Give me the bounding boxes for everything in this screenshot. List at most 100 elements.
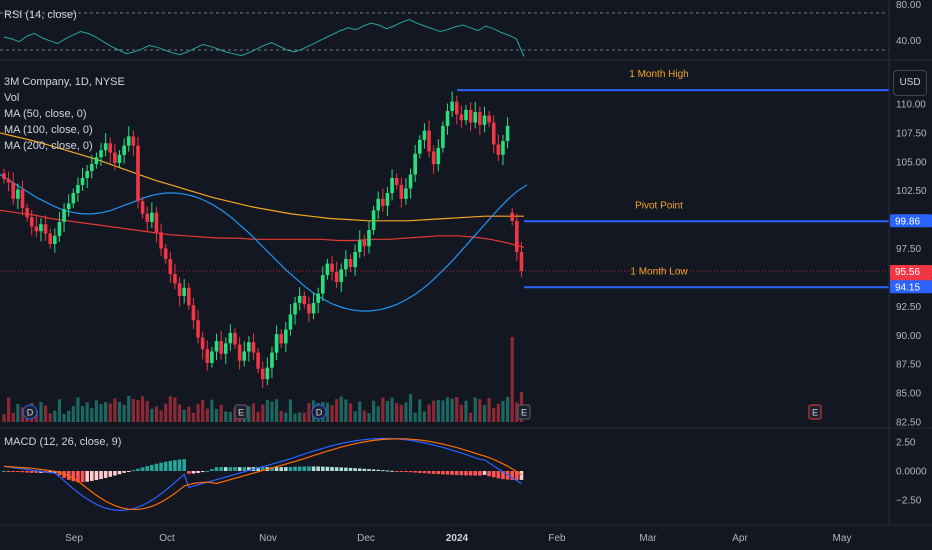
macd-histogram-bar <box>348 467 353 471</box>
volume-bar <box>505 396 510 422</box>
volume-bar <box>492 407 496 422</box>
candle-body <box>43 224 48 234</box>
candle-body <box>459 114 464 121</box>
volume-bar <box>76 397 80 422</box>
volume-bar <box>247 405 251 422</box>
volume-bar <box>390 397 394 422</box>
candle-body <box>214 341 219 352</box>
macd-histogram-bar <box>150 464 154 471</box>
candle-body <box>408 174 413 189</box>
currency-button[interactable]: USD <box>893 70 927 96</box>
macd-histogram-bar <box>288 467 293 471</box>
volume-bar <box>274 399 279 422</box>
macd-histogram-bar <box>302 466 307 471</box>
candle-body <box>150 212 154 222</box>
candle-body <box>2 173 6 180</box>
price-pane[interactable]: 1 Month High Pivot Point 1 Month Low D E D E E <box>0 69 889 422</box>
candle-body <box>510 212 514 221</box>
volume-bar <box>261 404 265 422</box>
marker-letter: E <box>238 408 244 418</box>
volume-bar <box>39 401 43 422</box>
volume-bar <box>113 398 117 422</box>
macd-histogram-bar <box>205 470 210 472</box>
time-tick-label: Feb <box>548 533 566 544</box>
macd-histogram-bar <box>274 467 279 471</box>
volume-bar <box>104 402 108 422</box>
volume-bar <box>228 411 232 422</box>
dividend-marker <box>311 404 327 420</box>
candle-body <box>265 367 270 380</box>
candle-body <box>191 305 196 321</box>
volume-bar <box>284 412 288 422</box>
candle-body <box>223 343 228 354</box>
candle-body <box>25 208 29 218</box>
macd-histogram-bar <box>168 460 173 471</box>
macd-histogram-bar <box>29 471 34 473</box>
candle-body <box>99 150 103 158</box>
candle-body <box>422 130 427 140</box>
volume-bar <box>57 399 62 422</box>
candle-body <box>233 332 237 345</box>
macd-histogram-bar <box>279 467 283 471</box>
candle-body <box>279 334 283 344</box>
macd-histogram-bar <box>242 467 247 471</box>
volume-bar <box>219 404 223 422</box>
volume-bar <box>177 404 182 422</box>
volume-bar <box>16 403 20 422</box>
volume-bar <box>339 396 343 422</box>
volume-bar <box>20 407 25 422</box>
macd-histogram-bar <box>307 466 311 471</box>
macd-histogram-bar <box>408 471 413 473</box>
macd-histogram-bar <box>404 471 408 472</box>
candle-body <box>126 136 131 146</box>
macd-histogram-bar <box>357 468 362 471</box>
macd-histogram-bar <box>6 471 11 472</box>
price-tick-label: 97.50 <box>896 244 921 255</box>
macd-histogram-bar <box>399 471 404 472</box>
candle-body <box>163 248 168 259</box>
price-tick-label: 82.50 <box>896 418 921 429</box>
candle-body <box>367 230 371 247</box>
macd-histogram-bar <box>344 467 348 471</box>
candle-body <box>48 233 52 244</box>
macd-histogram-bar <box>413 471 417 473</box>
volume-bar <box>298 412 302 422</box>
candle-body <box>450 101 454 111</box>
macd-histogram-bar <box>223 467 228 471</box>
macd-histogram-bar <box>353 468 357 471</box>
time-tick-label: Oct <box>159 533 175 544</box>
macd-histogram-bar <box>431 471 436 474</box>
volume-bar <box>510 337 514 422</box>
candle-body <box>288 314 293 330</box>
level-label: 1 Month Low <box>630 266 688 277</box>
symbol-title[interactable]: 3M Company, 1D, NYSE <box>4 76 125 88</box>
volume-bar <box>154 406 159 422</box>
price-axis[interactable]: 80.0040.00110.00107.50105.00102.50100.00… <box>888 0 932 525</box>
rsi-line <box>3 18 525 57</box>
candle-body <box>196 320 200 338</box>
time-tick-label: Nov <box>259 533 277 544</box>
candle-body <box>210 351 214 364</box>
candle-body <box>270 352 274 368</box>
volume-bar <box>385 400 390 422</box>
candle-body <box>62 209 66 222</box>
macd-histogram-bar <box>473 471 478 476</box>
candle-body <box>57 221 62 236</box>
macd-histogram-bar <box>117 471 122 475</box>
rsi-tick-label: 80.00 <box>896 0 921 11</box>
price-tick-label: 92.50 <box>896 302 921 313</box>
macd-line <box>3 437 522 512</box>
price-tick-label: 85.00 <box>896 389 921 400</box>
time-axis[interactable]: Sep Oct Nov Dec 2024 Feb Mar Apr May <box>0 524 932 544</box>
volume-bar <box>159 410 163 422</box>
macd-histogram-bar <box>219 467 223 471</box>
macd-histogram-bar <box>496 471 501 479</box>
macd-histogram-bar <box>233 467 237 471</box>
candle-body <box>145 213 150 222</box>
macd-histogram-bar <box>247 467 251 471</box>
candle-body <box>399 184 404 199</box>
dividend-marker <box>22 404 38 420</box>
candle-body <box>334 271 339 283</box>
volume-bar <box>482 405 487 422</box>
